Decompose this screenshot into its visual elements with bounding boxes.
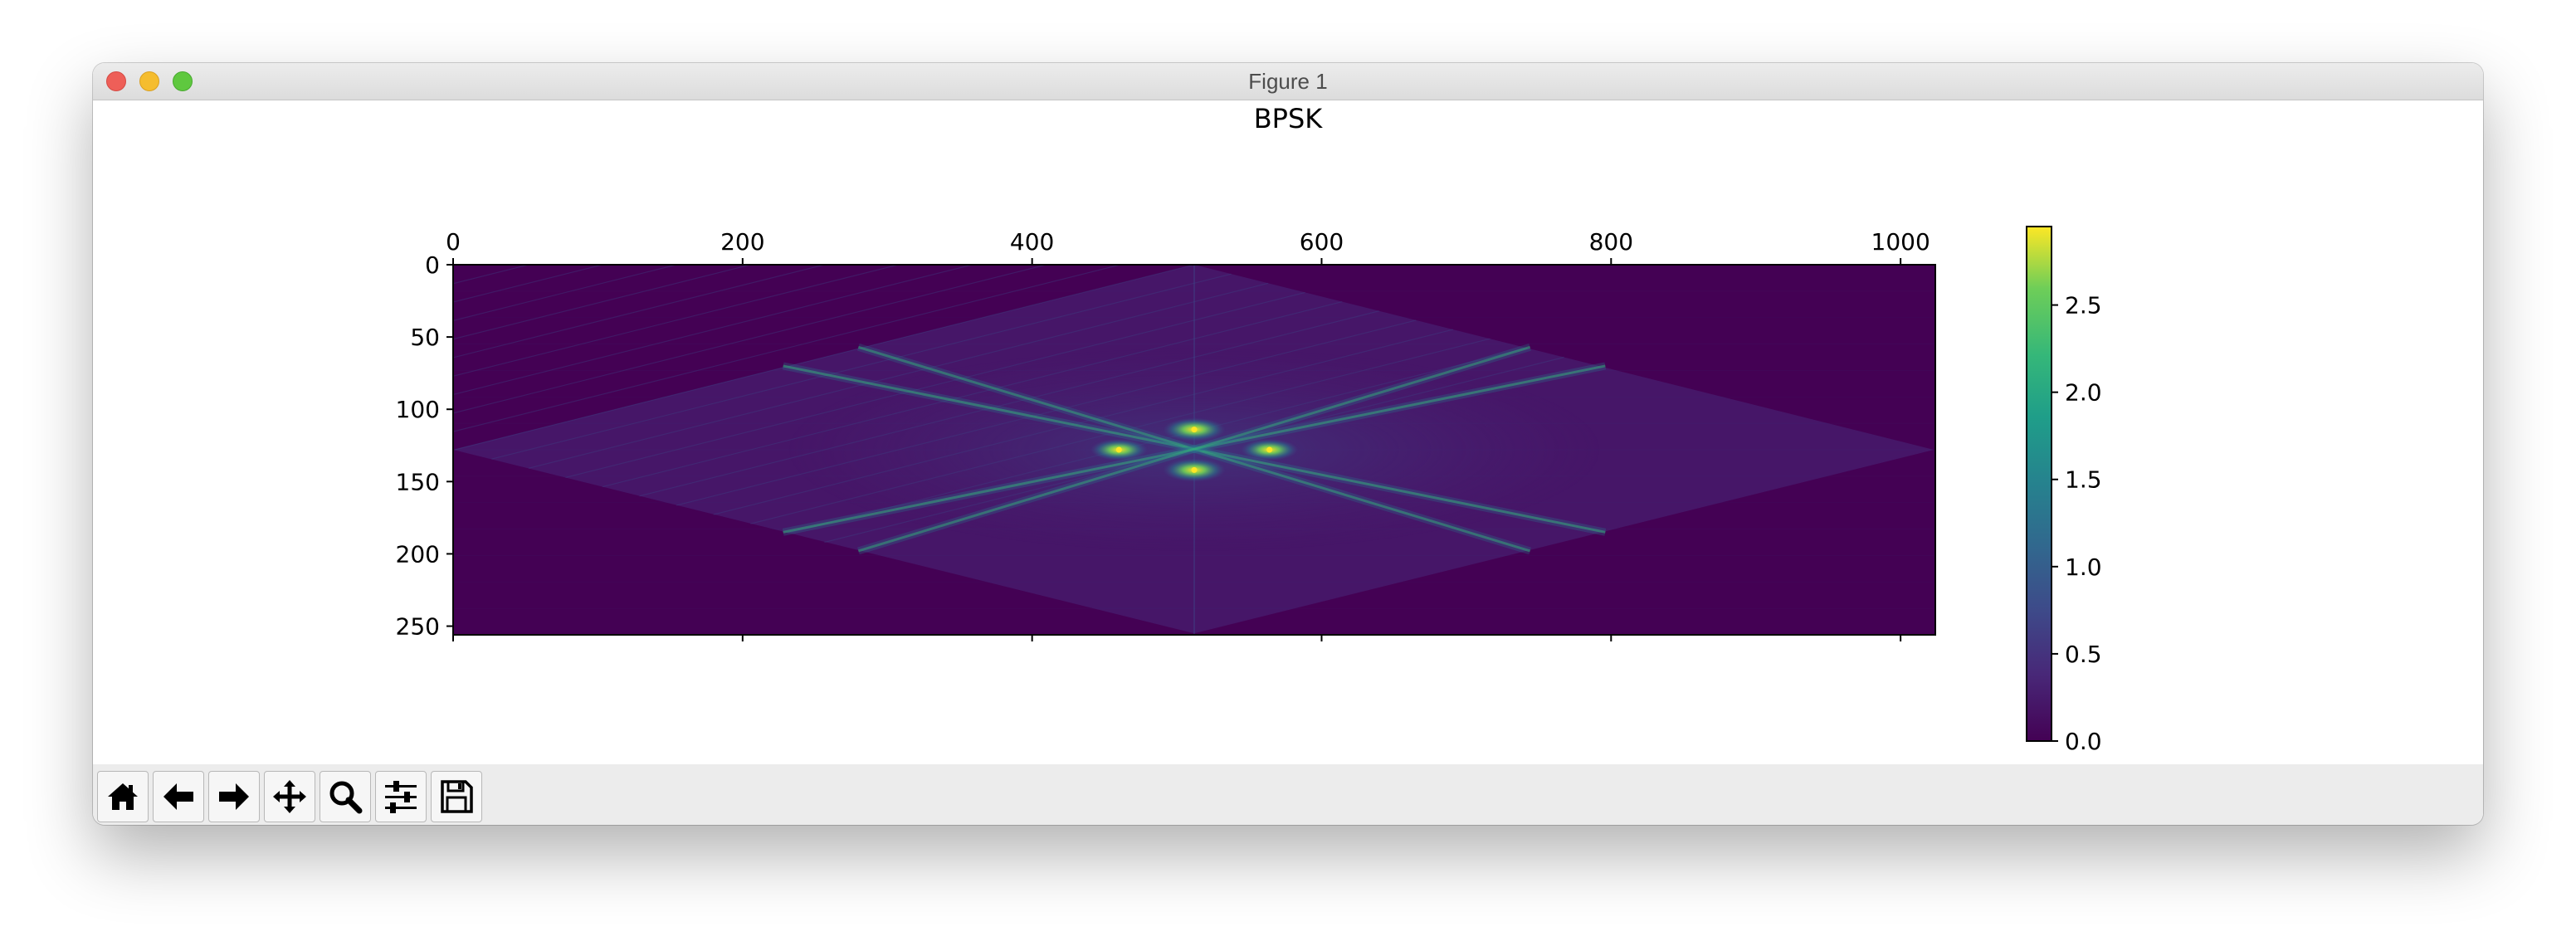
colorbar-gradient: [2027, 227, 2052, 741]
x-tick-label: 1000: [1871, 228, 1930, 256]
peak-core: [1191, 466, 1198, 473]
x-tick-label: 800: [1589, 228, 1633, 256]
peak-core: [1115, 446, 1122, 453]
texture-line: [454, 265, 1195, 451]
bright-line: [857, 345, 1531, 553]
x-tick-label: 200: [720, 228, 764, 256]
pan-button[interactable]: [264, 771, 315, 822]
heatmap-area: [452, 264, 1936, 636]
navigation-toolbar: [93, 764, 2483, 825]
minimize-window-button[interactable]: [139, 71, 159, 91]
colorbar-tick-label: 2.0: [2065, 379, 2102, 407]
plot-frame: [452, 264, 1936, 636]
y-axis: 0 50 100 150 200 250: [396, 251, 453, 641]
maximize-window-button[interactable]: [173, 71, 193, 91]
bright-line: [783, 364, 1606, 534]
arrow-left-icon: [163, 783, 193, 810]
zoom-button[interactable]: [320, 771, 371, 822]
texture-line: [453, 265, 975, 396]
bright-line: [783, 364, 1606, 534]
texture-line: [491, 273, 1232, 460]
texture-line: [453, 265, 605, 303]
magnifier-icon: [329, 781, 363, 814]
home-button[interactable]: [97, 771, 149, 822]
bright-line-glow: [857, 343, 1531, 555]
y-tick-label: 50: [410, 324, 440, 351]
y-tick-label: 200: [396, 540, 440, 568]
arrow-right-icon: [219, 783, 249, 810]
colorbar-tick-label: 0.0: [2065, 728, 2102, 755]
peak-core: [1191, 427, 1198, 433]
x-tick-label: 0: [446, 228, 461, 256]
colorbar-tick-label: 0.5: [2065, 641, 2102, 668]
texture-line: [453, 265, 827, 358]
colorbar-tick-label: 1.0: [2065, 553, 2102, 581]
y-tick-label: 250: [396, 613, 440, 641]
texture-line: [453, 265, 1049, 414]
texture-line: [453, 265, 753, 340]
move-icon: [273, 780, 306, 813]
back-button[interactable]: [153, 771, 204, 822]
x-axis: 0 200 400 600 800 1000: [446, 228, 1930, 641]
colorbar-frame: [2026, 226, 2052, 742]
figure-window: Figure 1: [93, 63, 2483, 825]
configure-subplots-button[interactable]: [375, 771, 427, 822]
bright-line-glow: [782, 362, 1607, 536]
x-tick-label: 400: [1010, 228, 1054, 256]
x-tick-label: 600: [1300, 228, 1344, 256]
texture-line: [453, 265, 679, 321]
window-title: Figure 1: [1248, 69, 1328, 94]
sliders-icon: [385, 781, 417, 813]
home-icon: [108, 783, 138, 810]
colorbar-tick-label: 1.5: [2065, 466, 2102, 494]
title-bar[interactable]: Figure 1: [93, 63, 2483, 100]
bright-line-glow: [782, 362, 1607, 536]
bright-line: [857, 345, 1531, 553]
floppy-disk-icon: [441, 780, 473, 813]
texture-line: [528, 282, 1269, 469]
peak-core: [1266, 446, 1273, 453]
figure-canvas[interactable]: BPSK 0 200 400 600 800 1000 0 50 100 150 200 250 0…: [93, 100, 2483, 764]
save-button[interactable]: [431, 771, 482, 822]
bright-line-glow: [857, 343, 1531, 555]
texture-line: [453, 265, 531, 285]
y-tick-label: 150: [396, 468, 440, 495]
figure-plot: BPSK 0 200 400 600 800 1000 0 50 100 150 200 250 0…: [396, 103, 2102, 755]
center-glow: [787, 348, 1602, 552]
forward-button[interactable]: [208, 771, 260, 822]
close-window-button[interactable]: [106, 71, 126, 91]
y-tick-label: 100: [396, 396, 440, 423]
y-tick-label: 0: [425, 251, 440, 279]
colorbar-tick-label: 2.5: [2065, 292, 2102, 319]
chart-title: BPSK: [1254, 103, 1324, 134]
texture-line: [453, 265, 1123, 432]
texture-line: [453, 265, 900, 377]
heatmap-content: [453, 265, 1934, 635]
colorbar: 0.0 0.5 1.0 1.5 2.0 2.5: [2026, 226, 2102, 755]
